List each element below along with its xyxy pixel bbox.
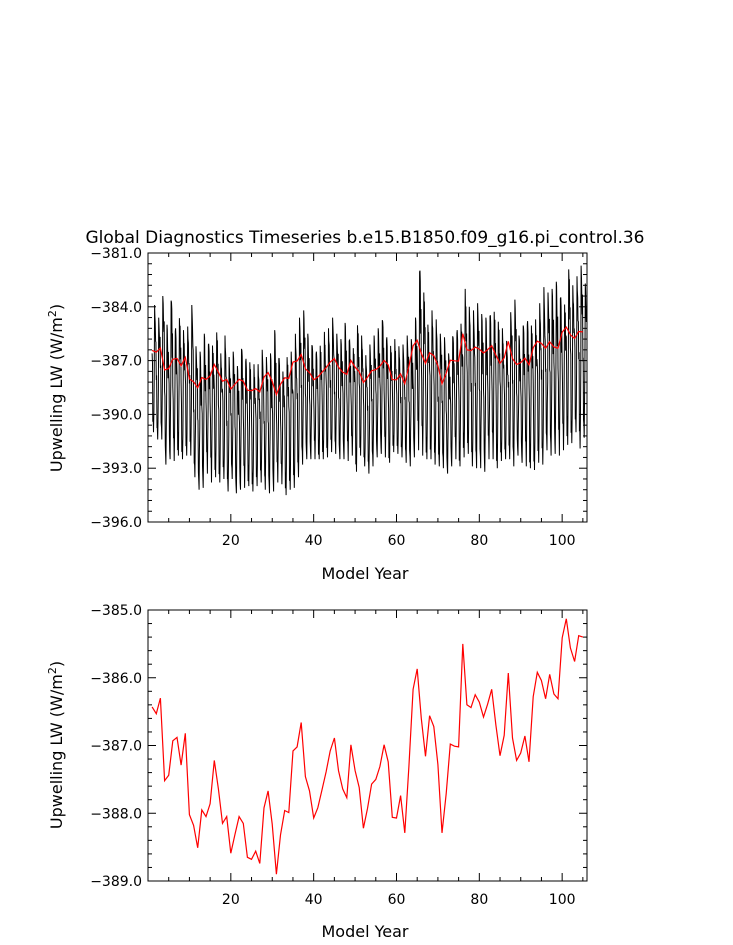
bottom-x-tick-label: 40 (305, 892, 323, 908)
bottom-panel: 20 40 60 80 100 −389.0 −388.0 −387.0 −386.0 −385.… (46, 603, 588, 941)
top-x-axis-label: Model Year (322, 564, 409, 583)
top-panel: Global Diagnostics Timeseries b.e15.B185… (46, 228, 644, 583)
top-y-tick-label: −387.0 (90, 354, 142, 370)
bottom-annual-mean-line (151, 618, 584, 875)
bottom-axes: 20 40 60 80 100 −389.0 −388.0 −387.0 −386.0 −385.… (90, 603, 588, 908)
monthly-line (151, 265, 588, 496)
bottom-y-axis-label-close: ) (47, 661, 66, 667)
top-y-tick-label: −384.0 (90, 300, 142, 316)
bottom-y-tick-label: −386.0 (90, 671, 142, 687)
annual-mean-series (151, 326, 583, 397)
bottom-x-tick-label: 80 (470, 892, 488, 908)
top-y-tick-label: −396.0 (90, 515, 142, 531)
bottom-x-tick-label: 60 (388, 892, 406, 908)
top-x-tick-label: 60 (388, 533, 406, 549)
bottom-x-tick-label: 20 (222, 892, 240, 908)
bottom-x-axis-label: Model Year (322, 922, 409, 941)
top-x-tick-label: 80 (470, 533, 488, 549)
bottom-y-tick-label: −385.0 (90, 603, 142, 619)
top-y-axis-label-text: Upwelling LW (W/m (47, 317, 66, 472)
top-axes: 20 40 60 80 100 −396.0 −393.0 −390.0 −387.0 −384.… (90, 246, 588, 549)
top-y-axis-label: Upwelling LW (W/m2) (46, 304, 66, 472)
top-x-tick-label: 40 (305, 533, 323, 549)
bottom-y-axis-label-text: Upwelling LW (W/m (47, 674, 66, 829)
top-y-tick-label: −393.0 (90, 461, 142, 477)
bottom-y-tick-label: −389.0 (90, 874, 142, 890)
top-x-tick-label: 100 (549, 533, 576, 549)
bottom-y-axis-label-superscript: 2 (46, 667, 59, 674)
top-x-tick-label: 20 (222, 533, 240, 549)
bottom-frame (147, 609, 588, 882)
bottom-y-tick-label: −387.0 (90, 739, 142, 755)
annual-mean-line (151, 326, 583, 397)
top-y-tick-label: −390.0 (90, 407, 142, 423)
bottom-y-tick-label: −388.0 (90, 806, 142, 822)
top-frame (147, 252, 588, 523)
bottom-annual-mean-series (151, 618, 584, 875)
top-y-axis-label-close: ) (47, 304, 66, 310)
chart-title: Global Diagnostics Timeseries b.e15.B185… (86, 228, 645, 248)
bottom-x-tick-label: 100 (549, 892, 576, 908)
top-y-tick-label: −381.0 (90, 246, 142, 262)
monthly-series (151, 265, 588, 496)
top-y-axis-label-superscript: 2 (46, 310, 59, 317)
bottom-y-axis-label: Upwelling LW (W/m2) (46, 661, 66, 829)
